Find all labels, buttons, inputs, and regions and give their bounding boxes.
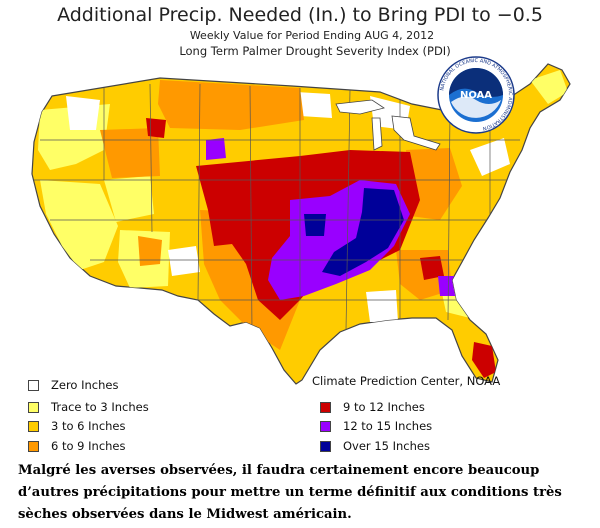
region-zero-new-mexico (168, 246, 200, 276)
legend-label: Trace to 3 Inches (51, 400, 149, 414)
legend-item: 9 to 12 Inches (320, 400, 425, 414)
region-12-15-georgia (438, 276, 460, 296)
legend-swatch (28, 401, 39, 413)
region-6-9-west (100, 128, 160, 178)
region-zero-washington (66, 96, 100, 130)
legend-swatch (320, 420, 331, 432)
legend-item: Over 15 Inches (320, 439, 430, 453)
legend-swatch (28, 420, 39, 432)
region-9-12-southeast (420, 256, 444, 280)
lake-superior (335, 99, 385, 115)
region-zero-gulf (366, 290, 398, 322)
region-9-12-wyoming (146, 118, 166, 138)
region-trace-maine (530, 70, 568, 104)
legend-item: 3 to 6 Inches (28, 419, 126, 433)
legend-item: Trace to 3 Inches (28, 400, 149, 414)
map-subtitle-period: Weekly Value for Period Ending AUG 4, 20… (189, 29, 435, 42)
legend-label: 9 to 12 Inches (343, 400, 425, 414)
legend-label: 12 to 15 Inches (343, 419, 433, 433)
legend-item: 6 to 9 Inches (28, 439, 126, 453)
lake-huron-erie (391, 115, 441, 151)
map-title: Additional Precip. Needed (In.) to Bring… (57, 4, 543, 26)
legend-item: 12 to 15 Inches (320, 419, 432, 433)
us-drought-map (31, 63, 571, 385)
legend-swatch (320, 440, 331, 452)
region-9-12-florida (472, 342, 496, 378)
credit-text: Climate Prediction Center, NOAA (312, 374, 501, 388)
region-over-15-missouri (304, 214, 326, 236)
legend-label: 6 to 9 Inches (51, 439, 126, 453)
legend-label: 3 to 6 Inches (51, 419, 126, 433)
region-trace-utah (104, 176, 154, 222)
region-trace-california-nevada (40, 180, 118, 270)
region-over-15-core (322, 188, 404, 276)
region-zero-minnesota (296, 92, 332, 118)
legend-swatch (28, 440, 39, 452)
region-6-9-ohio-valley (406, 148, 462, 220)
legend-label: Zero Inches (51, 378, 119, 392)
noaa-logo-text: NOAA (460, 90, 492, 101)
noaa-logo: NOAA NATIONAL OCEANIC AND ATMOSPHERIC AD… (437, 56, 515, 134)
legend-swatch (28, 379, 39, 391)
state-borders (34, 83, 520, 331)
region-12-15-wyoming (206, 138, 226, 160)
caption-text: Malgré les averses observées, il faudra … (18, 463, 562, 522)
region-6-9-southwest (138, 236, 162, 266)
map-subtitle-index: Long Term Palmer Drought Severity Index … (179, 44, 451, 58)
legend-label: Over 15 Inches (343, 439, 430, 453)
region-6-9-northern-plains (158, 80, 304, 130)
region-12-15-mid-atlantic (508, 186, 522, 210)
legend-item: Zero Inches (28, 378, 118, 392)
lake-michigan (371, 117, 383, 151)
legend-swatch (320, 401, 331, 413)
